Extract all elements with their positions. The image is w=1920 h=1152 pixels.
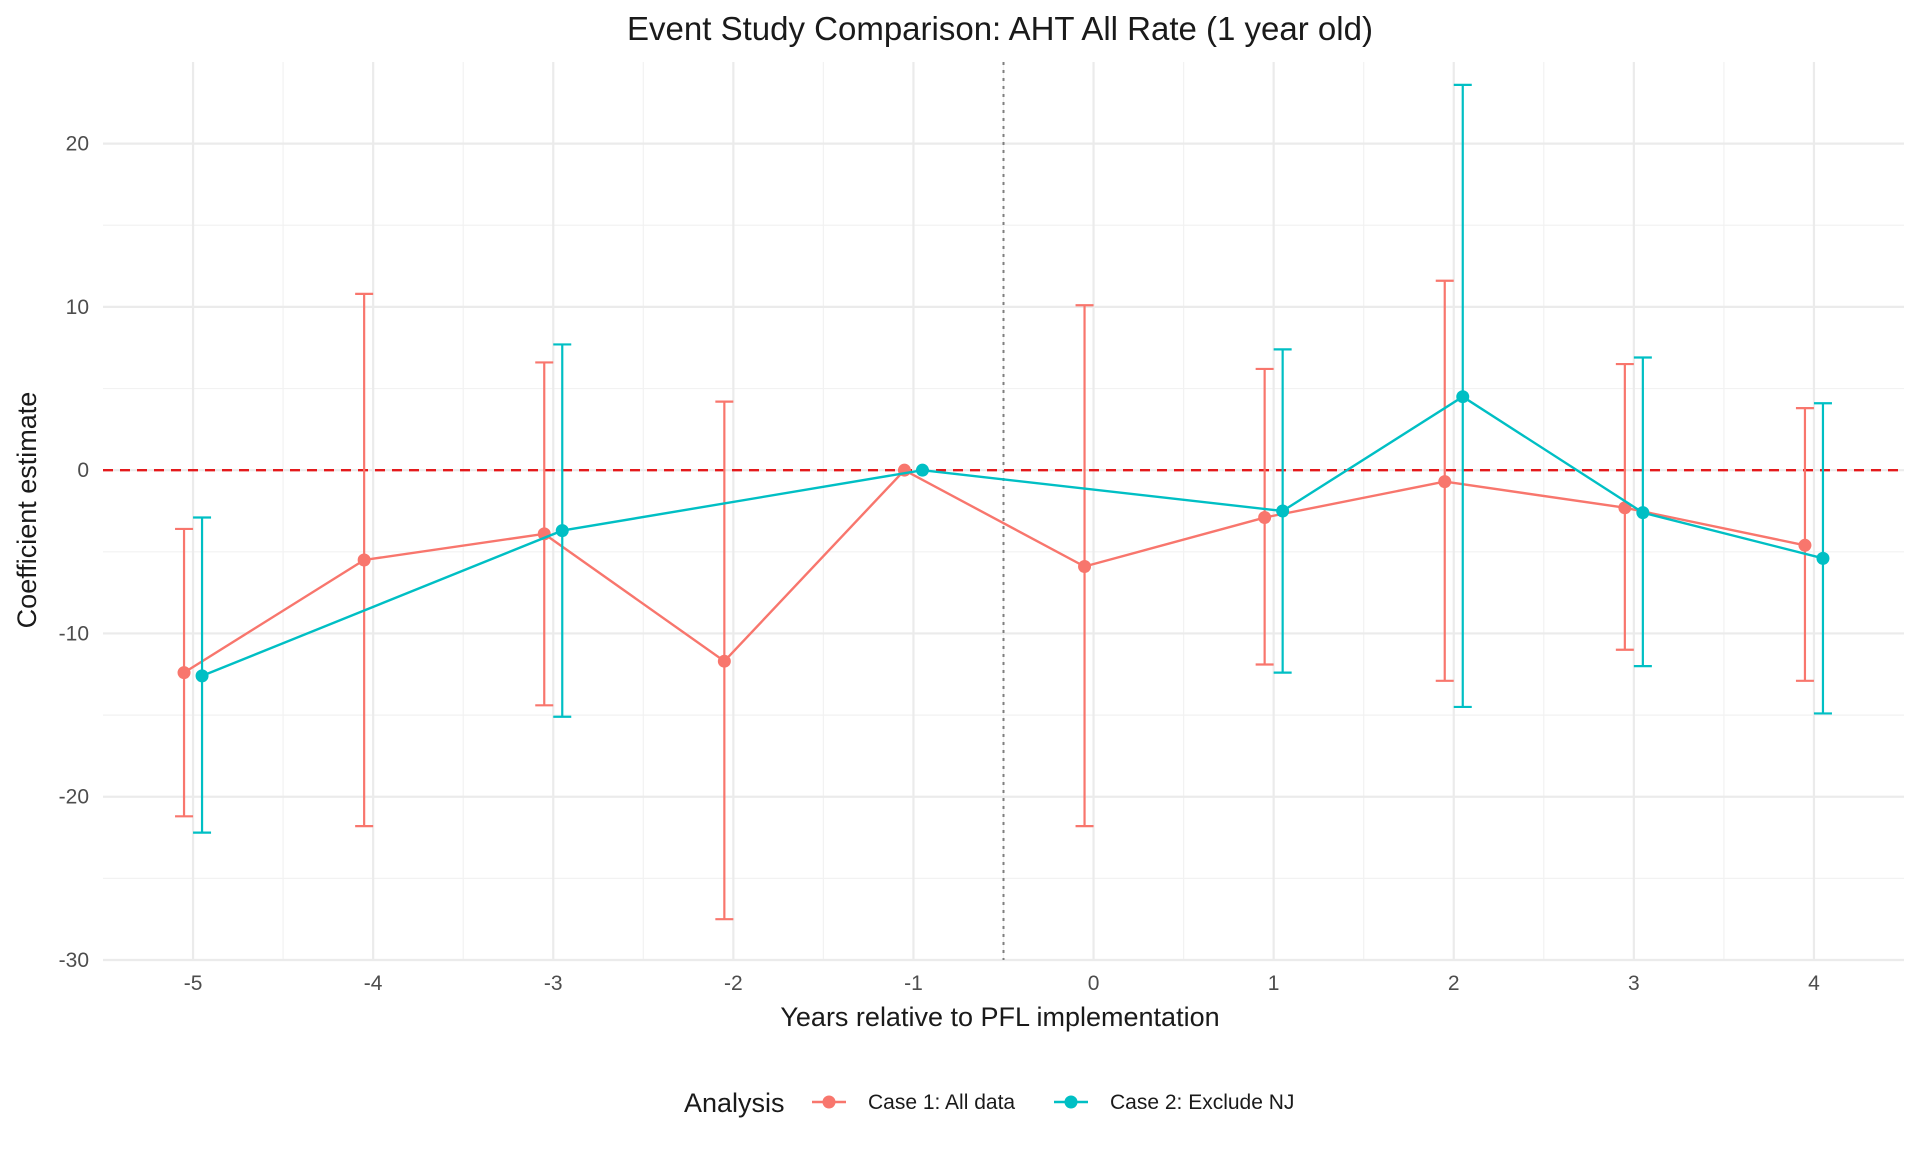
y-tick-label: 0: [77, 459, 89, 482]
y-tick-label: 10: [66, 296, 89, 319]
y-tick-label: -20: [59, 786, 89, 809]
y-tick-label: 20: [66, 133, 89, 156]
data-point: [1258, 511, 1272, 525]
x-axis-label: Years relative to PFL implementation: [780, 1002, 1219, 1032]
x-tick-label: -2: [724, 972, 743, 995]
x-tick-label: -5: [184, 972, 203, 995]
x-tick-label: -4: [364, 972, 383, 995]
series-line: [183, 468, 1806, 674]
data-point: [1276, 504, 1290, 518]
legend-item: Case 1: All data: [812, 1091, 1015, 1114]
legend: Analysis Case 1: All data Case 2: Exclude…: [684, 1088, 1294, 1118]
x-tick-label: 2: [1448, 972, 1460, 995]
y-axis-label: Coefficient estimate: [12, 392, 42, 629]
series-layer: [175, 83, 1832, 921]
data-point: [177, 666, 191, 680]
legend-item: Case 2: Exclude NJ: [1054, 1091, 1294, 1114]
x-tick-label: -3: [544, 972, 563, 995]
data-point: [1636, 506, 1650, 520]
y-tick-label: -10: [59, 622, 89, 645]
data-point: [1078, 560, 1092, 574]
data-point: [1798, 538, 1812, 552]
legend-key-point: [1064, 1095, 1078, 1109]
series-2: [193, 83, 1832, 834]
legend-key-point: [822, 1095, 836, 1109]
legend-title: Analysis: [684, 1088, 785, 1118]
chart-title: Event Study Comparison: AHT All Rate (1 …: [627, 10, 1373, 47]
data-point: [1438, 475, 1452, 489]
data-point: [555, 524, 569, 538]
x-tick-label: 1: [1268, 972, 1280, 995]
data-point: [195, 669, 209, 683]
legend-label: Case 2: Exclude NJ: [1110, 1091, 1294, 1114]
x-tick-label: 4: [1808, 972, 1820, 995]
data-point: [357, 553, 371, 567]
x-tick-label: -1: [904, 972, 923, 995]
data-point: [717, 654, 731, 668]
y-tick-label: -30: [59, 949, 89, 972]
x-tick-label: 0: [1088, 972, 1100, 995]
x-tick-label: 3: [1628, 972, 1640, 995]
data-point: [915, 463, 929, 477]
legend-label: Case 1: All data: [868, 1091, 1015, 1114]
data-point: [1456, 390, 1470, 404]
reference-lines: [103, 62, 1904, 960]
series-1: [175, 279, 1814, 921]
data-point: [1816, 551, 1830, 565]
